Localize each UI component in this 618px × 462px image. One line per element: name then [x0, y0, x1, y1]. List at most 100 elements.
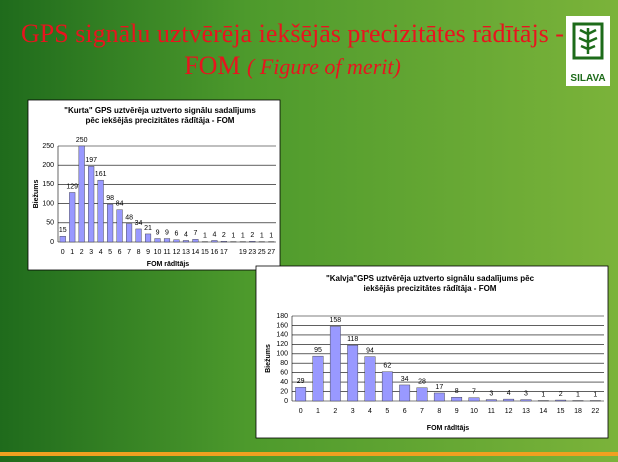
- y-tick-label: 150: [42, 181, 54, 188]
- y-tick-label: 60: [280, 370, 288, 377]
- bar: [399, 385, 409, 401]
- data-label: 21: [144, 225, 152, 232]
- y-tick-label: 0: [284, 398, 288, 405]
- x-tick-label: 15: [557, 408, 565, 415]
- bar: [451, 397, 461, 401]
- x-tick-label: 5: [108, 249, 112, 256]
- y-tick-label: 250: [42, 143, 54, 150]
- bar: [107, 204, 113, 242]
- bar: [98, 180, 104, 242]
- data-label: 1: [203, 232, 207, 239]
- bar: [434, 393, 444, 401]
- x-tick-label: 13: [522, 408, 530, 415]
- bar: [193, 239, 199, 242]
- y-tick-label: 160: [276, 322, 288, 329]
- x-tick-label: 7: [127, 249, 131, 256]
- data-label: 15: [59, 227, 67, 234]
- x-tick-label: 15: [201, 249, 209, 256]
- data-label: 8: [455, 388, 459, 395]
- y-axis-label: Biežums: [265, 344, 272, 373]
- bar: [88, 166, 94, 242]
- x-axis-label: FOM rādītājs: [147, 261, 190, 268]
- x-tick-label: 3: [351, 408, 355, 415]
- bar: [145, 234, 151, 242]
- y-tick-label: 40: [280, 379, 288, 386]
- x-tick-label: 19: [239, 249, 247, 256]
- bar: [330, 326, 340, 401]
- data-label: 1: [260, 232, 264, 239]
- x-tick-label: 10: [154, 249, 162, 256]
- data-label: 1: [593, 391, 597, 398]
- bar: [126, 224, 132, 242]
- data-label: 1: [269, 232, 273, 239]
- x-tick-label: 2: [333, 408, 337, 415]
- bar: [174, 240, 180, 242]
- data-label: 9: [165, 229, 169, 236]
- data-label: 17: [435, 384, 443, 391]
- bar: [382, 372, 392, 401]
- bar: [417, 388, 427, 401]
- bar: [60, 236, 66, 242]
- y-tick-label: 200: [42, 162, 54, 169]
- bar: [69, 192, 75, 242]
- data-label: 7: [193, 230, 197, 237]
- x-tick-label: 0: [299, 408, 303, 415]
- y-tick-label: 180: [276, 313, 288, 320]
- data-label: 34: [401, 376, 409, 383]
- x-tick-label: 12: [505, 408, 513, 415]
- x-tick-label: 25: [258, 249, 266, 256]
- x-tick-label: 6: [403, 408, 407, 415]
- bar: [503, 399, 513, 401]
- chart-title: "Kurta" GPS uztvērēja uztverto signālu s…: [60, 106, 260, 126]
- data-label: 250: [76, 137, 88, 144]
- x-tick-label: 10: [470, 408, 478, 415]
- bar: [249, 241, 255, 242]
- y-tick-label: 100: [276, 351, 288, 358]
- bar: [164, 239, 170, 242]
- bar: [347, 345, 357, 401]
- x-tick-label: 18: [574, 408, 582, 415]
- x-tick-label: 9: [455, 408, 459, 415]
- data-label: 197: [85, 157, 97, 164]
- bar: [136, 229, 142, 242]
- bar: [365, 357, 375, 401]
- data-label: 94: [366, 347, 374, 354]
- bar: [486, 400, 496, 401]
- data-label: 4: [507, 390, 511, 397]
- data-label: 129: [66, 183, 78, 190]
- data-label: 62: [383, 363, 391, 370]
- slide: GPS signālu uztvērēja iekšējās precizitā…: [0, 0, 618, 462]
- x-tick-label: 7: [420, 408, 424, 415]
- data-label: 9: [156, 229, 160, 236]
- data-label: 3: [489, 390, 493, 397]
- x-tick-label: 8: [437, 408, 441, 415]
- x-tick-label: 22: [591, 408, 599, 415]
- data-label: 1: [241, 232, 245, 239]
- x-tick-label: 3: [89, 249, 93, 256]
- x-axis-label: FOM rādītājs: [427, 425, 470, 432]
- bar: [295, 387, 305, 401]
- data-label: 28: [418, 379, 426, 386]
- y-tick-label: 120: [276, 341, 288, 348]
- x-tick-label: 23: [248, 249, 256, 256]
- x-tick-label: 11: [488, 408, 495, 415]
- x-tick-label: 11: [163, 249, 170, 256]
- data-label: 1: [576, 391, 580, 398]
- bar: [521, 400, 531, 401]
- x-tick-label: 16: [210, 249, 218, 256]
- data-label: 34: [135, 220, 143, 227]
- x-tick-label: 6: [118, 249, 122, 256]
- bar: [155, 239, 161, 242]
- x-tick-label: 14: [539, 408, 547, 415]
- x-tick-label: 0: [61, 249, 65, 256]
- x-tick-label: 14: [192, 249, 200, 256]
- data-label: 118: [347, 336, 358, 343]
- x-tick-label: 27: [267, 249, 275, 256]
- data-label: 4: [212, 231, 216, 238]
- bar: [117, 210, 123, 242]
- bar: [555, 400, 565, 401]
- data-label: 3: [524, 390, 528, 397]
- x-tick-label: 1: [70, 249, 74, 256]
- x-tick-label: 17: [220, 249, 228, 256]
- x-tick-label: 13: [182, 249, 190, 256]
